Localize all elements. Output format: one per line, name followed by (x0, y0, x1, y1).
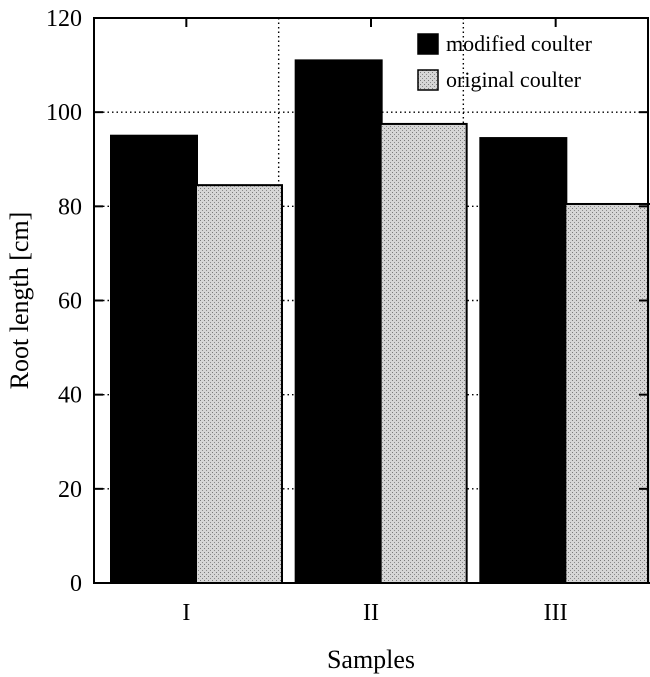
y-tick-label: 40 (58, 383, 82, 409)
y-tick-label: 60 (58, 289, 82, 315)
y-tick-labels: 0 20 40 60 80 100 120 (46, 6, 82, 597)
x-tick-label: II (363, 600, 379, 626)
bar-original-coulter (564, 202, 650, 585)
bar-modified-coulter (110, 134, 198, 584)
bar-original-coulter (379, 122, 468, 584)
x-tick-labels: I II III (182, 600, 567, 626)
legend: modified coulter original coulter (417, 31, 593, 92)
y-tick-label: 0 (70, 571, 82, 597)
bars (110, 59, 650, 585)
y-axis-label: Root length [cm] (5, 212, 34, 390)
legend-swatch (417, 33, 439, 55)
y-tick-label: 20 (58, 477, 82, 503)
x-tick-label: I (182, 600, 190, 626)
bar-modified-coulter (479, 137, 568, 584)
bar-modified-coulter (294, 59, 383, 584)
x-axis-label: Samples (327, 645, 415, 674)
y-tick-label: 120 (46, 6, 82, 32)
legend-label: modified coulter (446, 31, 593, 56)
legend-label: original coulter (446, 67, 582, 92)
x-tick-label: III (544, 600, 568, 626)
axis-ticks (94, 17, 648, 584)
legend-swatch (417, 69, 439, 91)
y-tick-label: 80 (58, 194, 82, 220)
bar-original-coulter (195, 184, 283, 584)
y-tick-label: 100 (46, 100, 82, 126)
